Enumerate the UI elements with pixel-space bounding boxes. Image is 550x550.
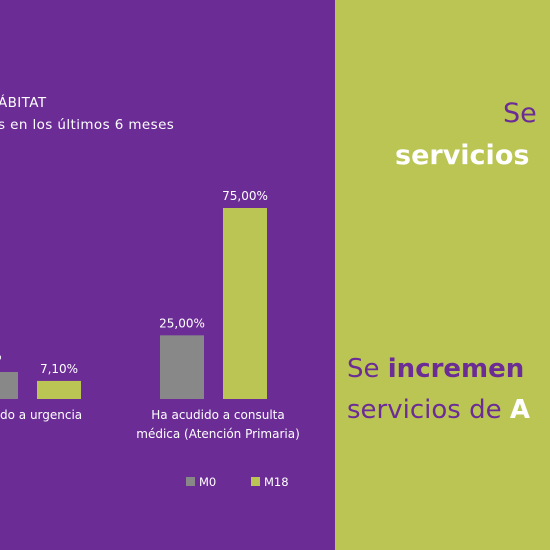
bar-m18-0 xyxy=(37,380,81,399)
chart-title: ÁBITAT xyxy=(0,95,47,111)
message-panel: Se servicios Se incremen servicios de A xyxy=(335,0,550,550)
message-line-3-bold: incremen xyxy=(387,354,525,384)
category-label-0-0: do a urgencia xyxy=(0,408,82,422)
message-line-4-prefix: servicios de xyxy=(347,395,510,425)
data-label-m0-1: 25,00% xyxy=(159,316,205,330)
message-line-2: servicios xyxy=(395,140,530,171)
data-label-m18-1: 75,00% xyxy=(222,189,268,203)
data-label-m0-0: % xyxy=(0,349,2,363)
category-label-1-1: médica (Atención Primaria) xyxy=(136,427,300,441)
category-label-1-0: Ha acudido a consulta xyxy=(151,408,284,422)
message-line-4-bold: A xyxy=(509,395,530,425)
message-line-3: Se incremen xyxy=(347,354,524,384)
legend-swatch-m0 xyxy=(186,477,195,486)
legend-label-m18: M18 xyxy=(264,475,289,489)
message-line-1: Se xyxy=(503,98,537,129)
data-label-m18-0: 7,10% xyxy=(40,362,78,376)
chart-subtitle: s en los últimos 6 meses xyxy=(0,117,175,133)
legend-label-m0: M0 xyxy=(199,475,216,489)
message-line-3-prefix: Se xyxy=(347,354,388,384)
message-line-4: servicios de A xyxy=(347,395,530,425)
chart-panel: ÁBITAT s en los últimos 6 meses % 7,10% do… xyxy=(0,0,335,550)
legend-swatch-m18 xyxy=(251,477,260,486)
bar-m0-0 xyxy=(0,372,18,399)
bar-m0-1 xyxy=(160,335,204,399)
bar-m18-1 xyxy=(223,208,267,399)
bar-chart: % 7,10% do a urgencia 25,00% 75,00% Ha acudid… xyxy=(0,189,300,489)
